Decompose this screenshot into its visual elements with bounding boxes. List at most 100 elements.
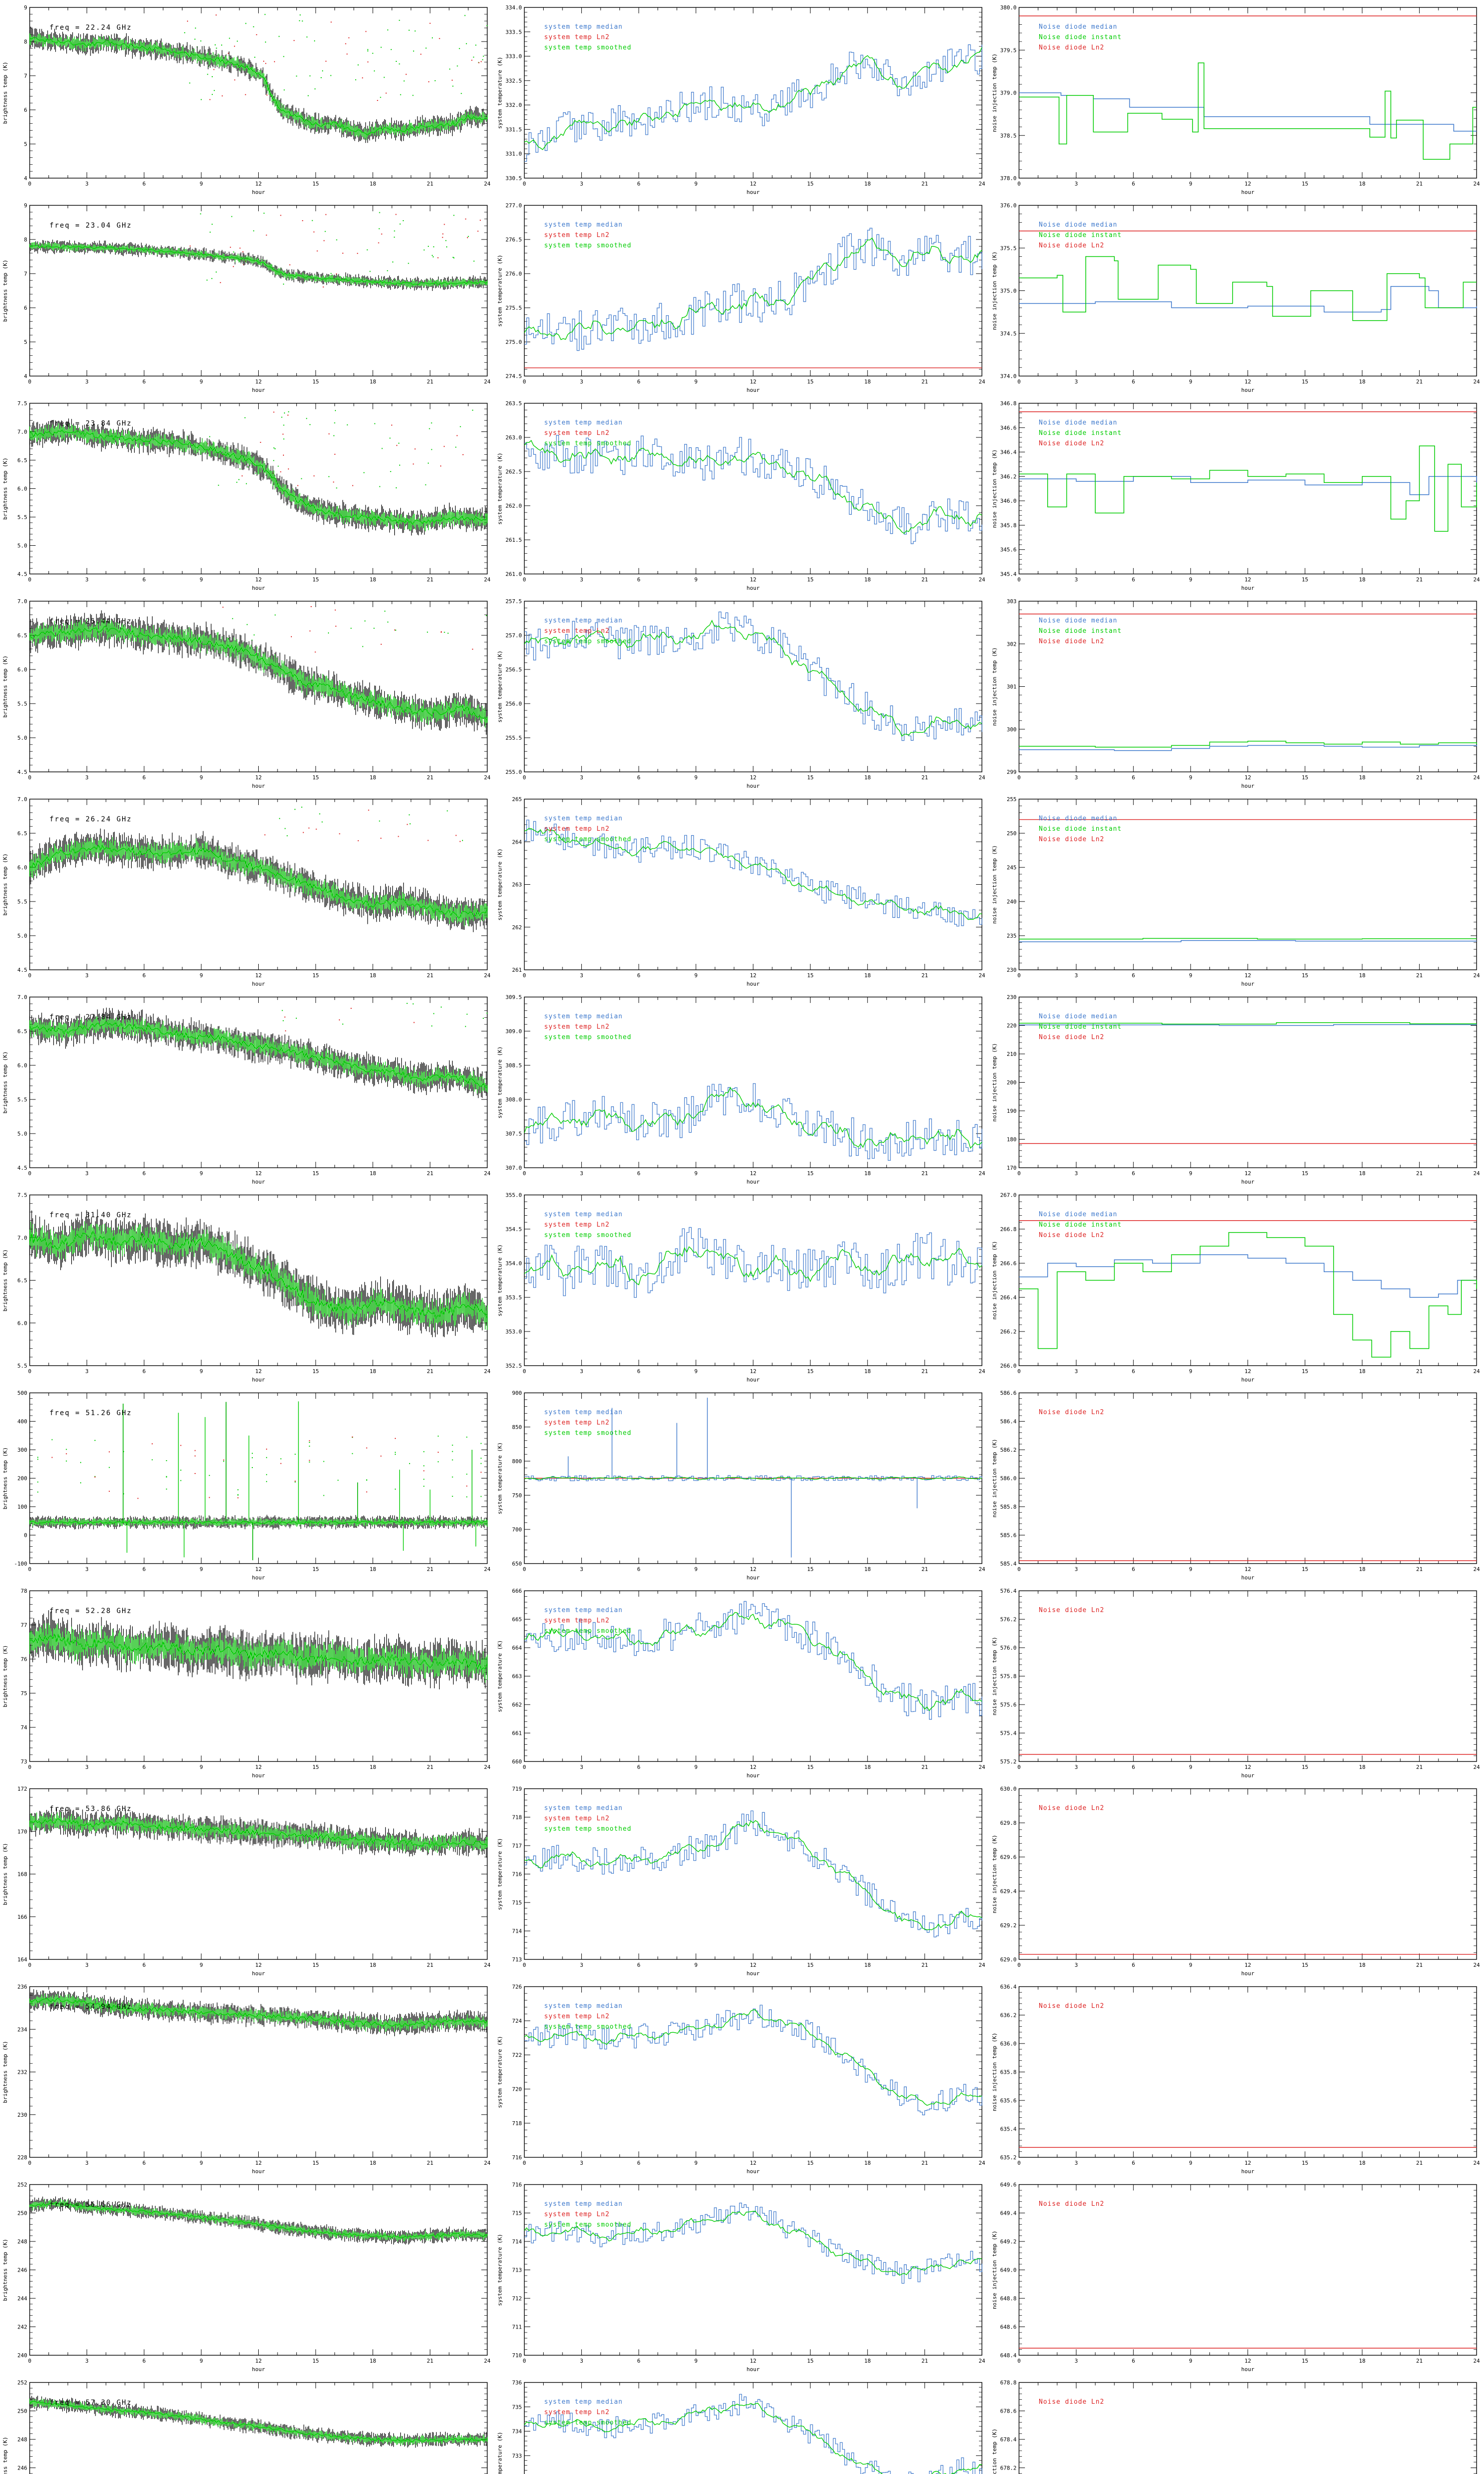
y-axis-label: brightness temp (K) <box>2 1843 8 1905</box>
plot-system-temp-r7: 0 3 6 9 12 15 18 21 24 hour 352.5 353.0 353.5 354.0 35… <box>497 1192 985 1383</box>
y-tick-label: 309.0 <box>506 1028 522 1035</box>
smoothed-series <box>29 1021 488 1088</box>
legend-entry: Noise diode Ln2 <box>1039 2002 1104 2010</box>
smoothed-series <box>524 237 982 340</box>
x-tick-label: 15 <box>1302 1764 1308 1770</box>
x-tick-label: 15 <box>313 1764 319 1770</box>
y-tick-label: 210 <box>1007 1051 1017 1057</box>
x-tick-label: 24 <box>1473 181 1480 187</box>
x-tick-label: 6 <box>637 181 641 187</box>
x-tick-label: 0 <box>1018 379 1021 385</box>
plot-frame <box>29 205 488 377</box>
legend-entry: Noise diode instant <box>1039 429 1122 437</box>
y-tick-label: -100 <box>14 1561 28 1567</box>
x-tick-label: 3 <box>85 2160 89 2166</box>
x-axis-label: hour <box>252 1970 265 1977</box>
x-tick-label: 15 <box>1302 181 1308 187</box>
x-tick-label: 9 <box>200 1170 203 1177</box>
x-tick-label: 21 <box>427 1962 433 1968</box>
flagged-data-dots <box>207 411 464 486</box>
y-tick-label: 736 <box>512 2379 522 2386</box>
plot-noise-diode-r4: 0 3 6 9 12 15 18 21 24 hour 299 300 301 302 303 noise i… <box>991 598 1480 789</box>
legend-entry: Noise diode Ln2 <box>1039 1409 1104 1416</box>
x-tick-label: 9 <box>1189 774 1193 781</box>
x-tick-label: 6 <box>637 1368 641 1375</box>
y-tick-label: 164 <box>17 1956 27 1963</box>
noisy-series <box>29 1221 488 1331</box>
x-tick-label: 6 <box>142 972 146 979</box>
legend-entry: system temp smoothed <box>544 836 632 843</box>
y-tick-label: 716 <box>512 1871 522 1878</box>
x-tick-label: 9 <box>695 972 698 979</box>
legend-entry: system temp Ln2 <box>544 627 609 635</box>
legend-entry: system temp Ln2 <box>544 2409 609 2416</box>
y-tick-label: 586.0 <box>1000 1475 1017 1482</box>
y-tick-label: 575.2 <box>1000 1759 1017 1765</box>
x-tick-label: 6 <box>637 2160 641 2166</box>
x-tick-label: 6 <box>142 576 146 583</box>
x-tick-label: 0 <box>523 2358 526 2364</box>
median-series <box>524 44 982 162</box>
smoothed-series <box>524 1476 982 1480</box>
y-tick-label: 378.5 <box>1000 133 1017 139</box>
x-tick-label: 9 <box>1189 181 1193 187</box>
plot-brightness-temp-r13: 03691215182124hour240242244246248250252b… <box>2 2379 488 2474</box>
y-tick-label: 352.5 <box>506 1363 522 1369</box>
plot-title-frequency: freq = 51.26 GHz <box>49 1409 132 1417</box>
y-tick-label: 250 <box>17 2408 27 2415</box>
x-tick-label: 21 <box>922 1368 928 1375</box>
x-tick-label: 15 <box>313 576 319 583</box>
legend-entry: Noise diode instant <box>1039 1023 1122 1031</box>
y-tick-label: 4.5 <box>17 1165 27 1171</box>
smoothed-series <box>524 2211 982 2276</box>
y-tick-label: 7.0 <box>17 598 27 605</box>
x-tick-label: 9 <box>695 1170 698 1177</box>
legend-entry: system temp smoothed <box>544 1627 632 1635</box>
x-tick-label: 0 <box>1018 972 1021 979</box>
x-axis-label: hour <box>746 387 760 393</box>
plot-brightness-temp-r10: 0 3 6 9 12 15 18 21 24 hour 164 166 168 170 172 brightn… <box>2 1786 491 1977</box>
y-tick-label: 5.5 <box>17 899 27 905</box>
x-tick-label: 0 <box>1018 1368 1021 1375</box>
legend-entry: Noise diode median <box>1039 23 1117 31</box>
y-tick-label: 720 <box>512 2086 522 2093</box>
y-axis-label: noise injection temp (K) <box>991 647 998 726</box>
y-axis-label: system temperature (K) <box>497 1640 503 1713</box>
x-tick-label: 0 <box>523 1962 526 1968</box>
y-tick-label: 266.0 <box>1000 1363 1017 1369</box>
x-tick-label: 12 <box>255 1170 262 1177</box>
y-tick-label: 275.0 <box>506 339 522 345</box>
y-tick-label: 629.8 <box>1000 1820 1017 1826</box>
y-axis-label: system temperature (K) <box>497 1244 503 1317</box>
plot-frame <box>29 799 488 970</box>
x-tick-label: 0 <box>28 2160 32 2166</box>
y-tick-label: 734 <box>512 2428 522 2435</box>
x-tick-label: 12 <box>255 774 262 781</box>
y-axis-label: noise injection temp (K) <box>991 251 998 330</box>
y-tick-label: 800 <box>512 1458 522 1465</box>
y-tick-label: 76 <box>21 1656 27 1663</box>
x-tick-label: 12 <box>750 1566 756 1572</box>
x-tick-label: 24 <box>1473 576 1480 583</box>
x-tick-label: 0 <box>1018 1962 1021 1968</box>
x-tick-label: 12 <box>1245 1566 1251 1572</box>
y-tick-label: 303 <box>1007 598 1017 605</box>
x-tick-label: 21 <box>922 1170 928 1177</box>
legend-entry: system temp Ln2 <box>544 2211 609 2218</box>
y-tick-label: 648.6 <box>1000 2324 1017 2331</box>
y-tick-label: 333.0 <box>506 53 522 60</box>
y-tick-label: 5.5 <box>17 1363 27 1369</box>
x-tick-label: 21 <box>1416 1566 1423 1572</box>
x-axis-label: hour <box>1241 585 1254 591</box>
y-tick-label: 585.8 <box>1000 1504 1017 1510</box>
legend-entry: system temp median <box>544 2398 623 2406</box>
y-tick-label: 170 <box>1007 1165 1017 1171</box>
y-tick-label: 170 <box>17 1828 27 1835</box>
x-axis-label: hour <box>1241 1179 1254 1185</box>
y-tick-label: 346.0 <box>1000 498 1017 504</box>
x-tick-label: 12 <box>255 2160 262 2166</box>
x-tick-label: 18 <box>864 1764 871 1770</box>
x-tick-label: 6 <box>1132 972 1135 979</box>
plot-frame <box>29 7 488 179</box>
